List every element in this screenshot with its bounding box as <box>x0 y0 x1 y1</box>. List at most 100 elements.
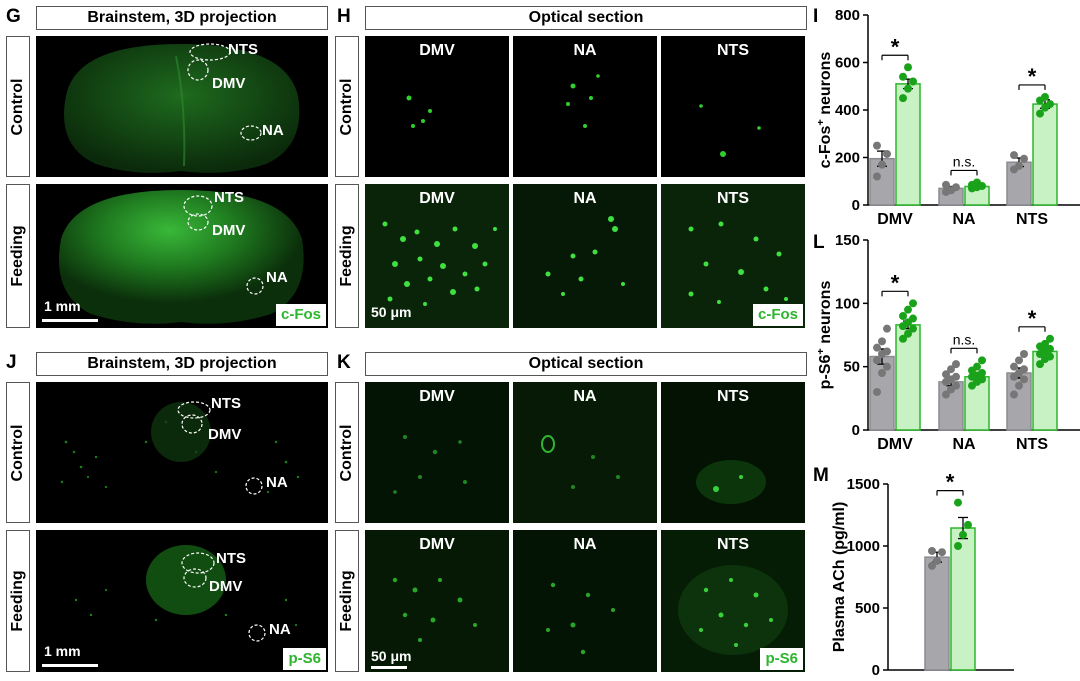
data-point <box>959 530 967 539</box>
bar-feeding-DMV <box>895 83 921 206</box>
y-tick-label: 400 <box>835 102 860 119</box>
scale-bar <box>42 319 98 322</box>
scale-bar-label: 1 mm <box>44 643 81 659</box>
region-label-na: NA <box>266 474 288 491</box>
data-point <box>899 94 907 103</box>
section-ps6-control-na: NA <box>513 382 657 523</box>
data-point <box>1036 360 1044 369</box>
data-point <box>878 337 886 346</box>
data-point <box>1020 350 1028 358</box>
y-tick-label: 0 <box>852 197 860 214</box>
data-point <box>909 77 917 86</box>
data-point <box>947 365 955 374</box>
data-point <box>933 556 941 565</box>
data-point <box>973 362 981 371</box>
y-axis-label: Plasma ACh (pg/ml) <box>831 502 848 653</box>
marker-label-ps6: p-S6 <box>760 648 803 670</box>
data-point <box>928 561 936 570</box>
panel-k-title: Optical section <box>365 352 807 376</box>
marker-label-cfos: c-Fos <box>752 304 803 326</box>
data-point <box>1015 356 1023 365</box>
data-point <box>1046 352 1054 361</box>
row-label-h-control: Control <box>335 36 359 177</box>
data-point <box>1041 339 1049 348</box>
row-label-g-feeding: Feeding <box>6 184 30 328</box>
region-label-nts: NTS <box>214 189 244 206</box>
data-point <box>873 343 881 352</box>
charts-svg: 0 200 400 600 800 c-Fos+ neurons DMV * NA n.s. NTS… <box>815 7 1080 679</box>
data-point <box>878 160 886 169</box>
section-cfos-control-dmv: DMV <box>365 36 509 177</box>
section-ps6-control-dmv: DMV <box>365 382 509 523</box>
y-tick-label: 150 <box>835 232 860 249</box>
chart-panel-l: 0 50 100 150 p-S6+ neurons DMV * NA n.s. NTS * <box>815 232 1080 453</box>
data-point <box>878 369 886 377</box>
region-label-dmv: DMV <box>212 75 246 92</box>
x-tick-label: NTS <box>1016 211 1048 228</box>
bar-feeding-DMV <box>895 324 921 431</box>
panel-label-j: J <box>6 352 17 373</box>
region-label-dmv: DMV <box>212 222 246 239</box>
data-point <box>904 84 912 93</box>
y-tick-label: 0 <box>852 422 860 439</box>
significance-label: n.s. <box>953 331 976 347</box>
data-point <box>873 141 881 150</box>
row-label-k-feeding: Feeding <box>335 530 359 672</box>
region-label-nts: NTS <box>228 41 258 58</box>
x-tick-label: NA <box>952 211 976 228</box>
data-point <box>1020 375 1028 384</box>
data-point <box>899 72 907 81</box>
data-point <box>952 372 960 381</box>
region-label-dmv: DMV <box>208 426 242 443</box>
bar-feeding-NTS <box>1032 103 1058 206</box>
marker-label-cfos: c-Fos <box>275 304 326 326</box>
significance-label: * <box>1028 306 1037 331</box>
data-point <box>938 548 946 557</box>
data-point <box>904 329 912 338</box>
region-label-na: NA <box>262 122 284 139</box>
data-point <box>1010 390 1018 399</box>
data-point <box>928 546 936 555</box>
data-point <box>952 360 960 369</box>
panel-label-m: M <box>813 465 829 486</box>
data-point <box>1046 344 1054 353</box>
section-cfos-control-na: NA <box>513 36 657 177</box>
significance-label: * <box>946 470 955 495</box>
data-point <box>904 305 912 314</box>
section-cfos-feeding-na: NA <box>513 184 657 328</box>
data-point <box>1036 109 1044 118</box>
data-point <box>942 370 950 379</box>
y-tick-label: 600 <box>835 55 860 72</box>
data-point <box>873 356 881 365</box>
data-point <box>954 498 962 507</box>
data-point <box>909 314 917 323</box>
region-label-nts: NTS <box>216 550 246 567</box>
bar-control-NTS <box>1006 372 1032 431</box>
data-point <box>1015 161 1023 170</box>
data-point <box>899 334 907 343</box>
bar-feeding-value <box>950 527 976 671</box>
y-tick-label: 500 <box>855 600 880 617</box>
row-label-k-control: Control <box>335 382 359 523</box>
y-axis-label: p-S6+ neurons <box>818 281 834 390</box>
section-cfos-feeding-dmv: DMV 50 μm <box>365 184 509 328</box>
section-ps6-feeding-dmv: DMV 50 μm <box>365 530 509 672</box>
data-point <box>952 381 960 390</box>
scale-bar-label: 50 μm <box>371 304 412 320</box>
y-tick-label: 50 <box>843 359 860 376</box>
data-point <box>1010 362 1018 371</box>
scale-bar-label: 1 mm <box>44 298 81 314</box>
x-tick-label: DMV <box>877 436 913 453</box>
region-label-na: NA <box>266 269 288 286</box>
data-point <box>1046 100 1054 109</box>
data-point <box>978 369 986 377</box>
brainstem-cfos-control-image: NTS DMV NA <box>36 36 328 177</box>
brainstem-ps6-feeding-image: NTS DMV NA 1 mm p-S6 <box>36 530 328 672</box>
data-point <box>1010 151 1018 160</box>
data-point <box>954 542 962 550</box>
y-tick-label: 100 <box>835 295 860 312</box>
data-point <box>978 356 986 365</box>
data-point <box>883 324 891 333</box>
data-point <box>1020 365 1028 374</box>
panel-label-l: L <box>813 232 825 253</box>
